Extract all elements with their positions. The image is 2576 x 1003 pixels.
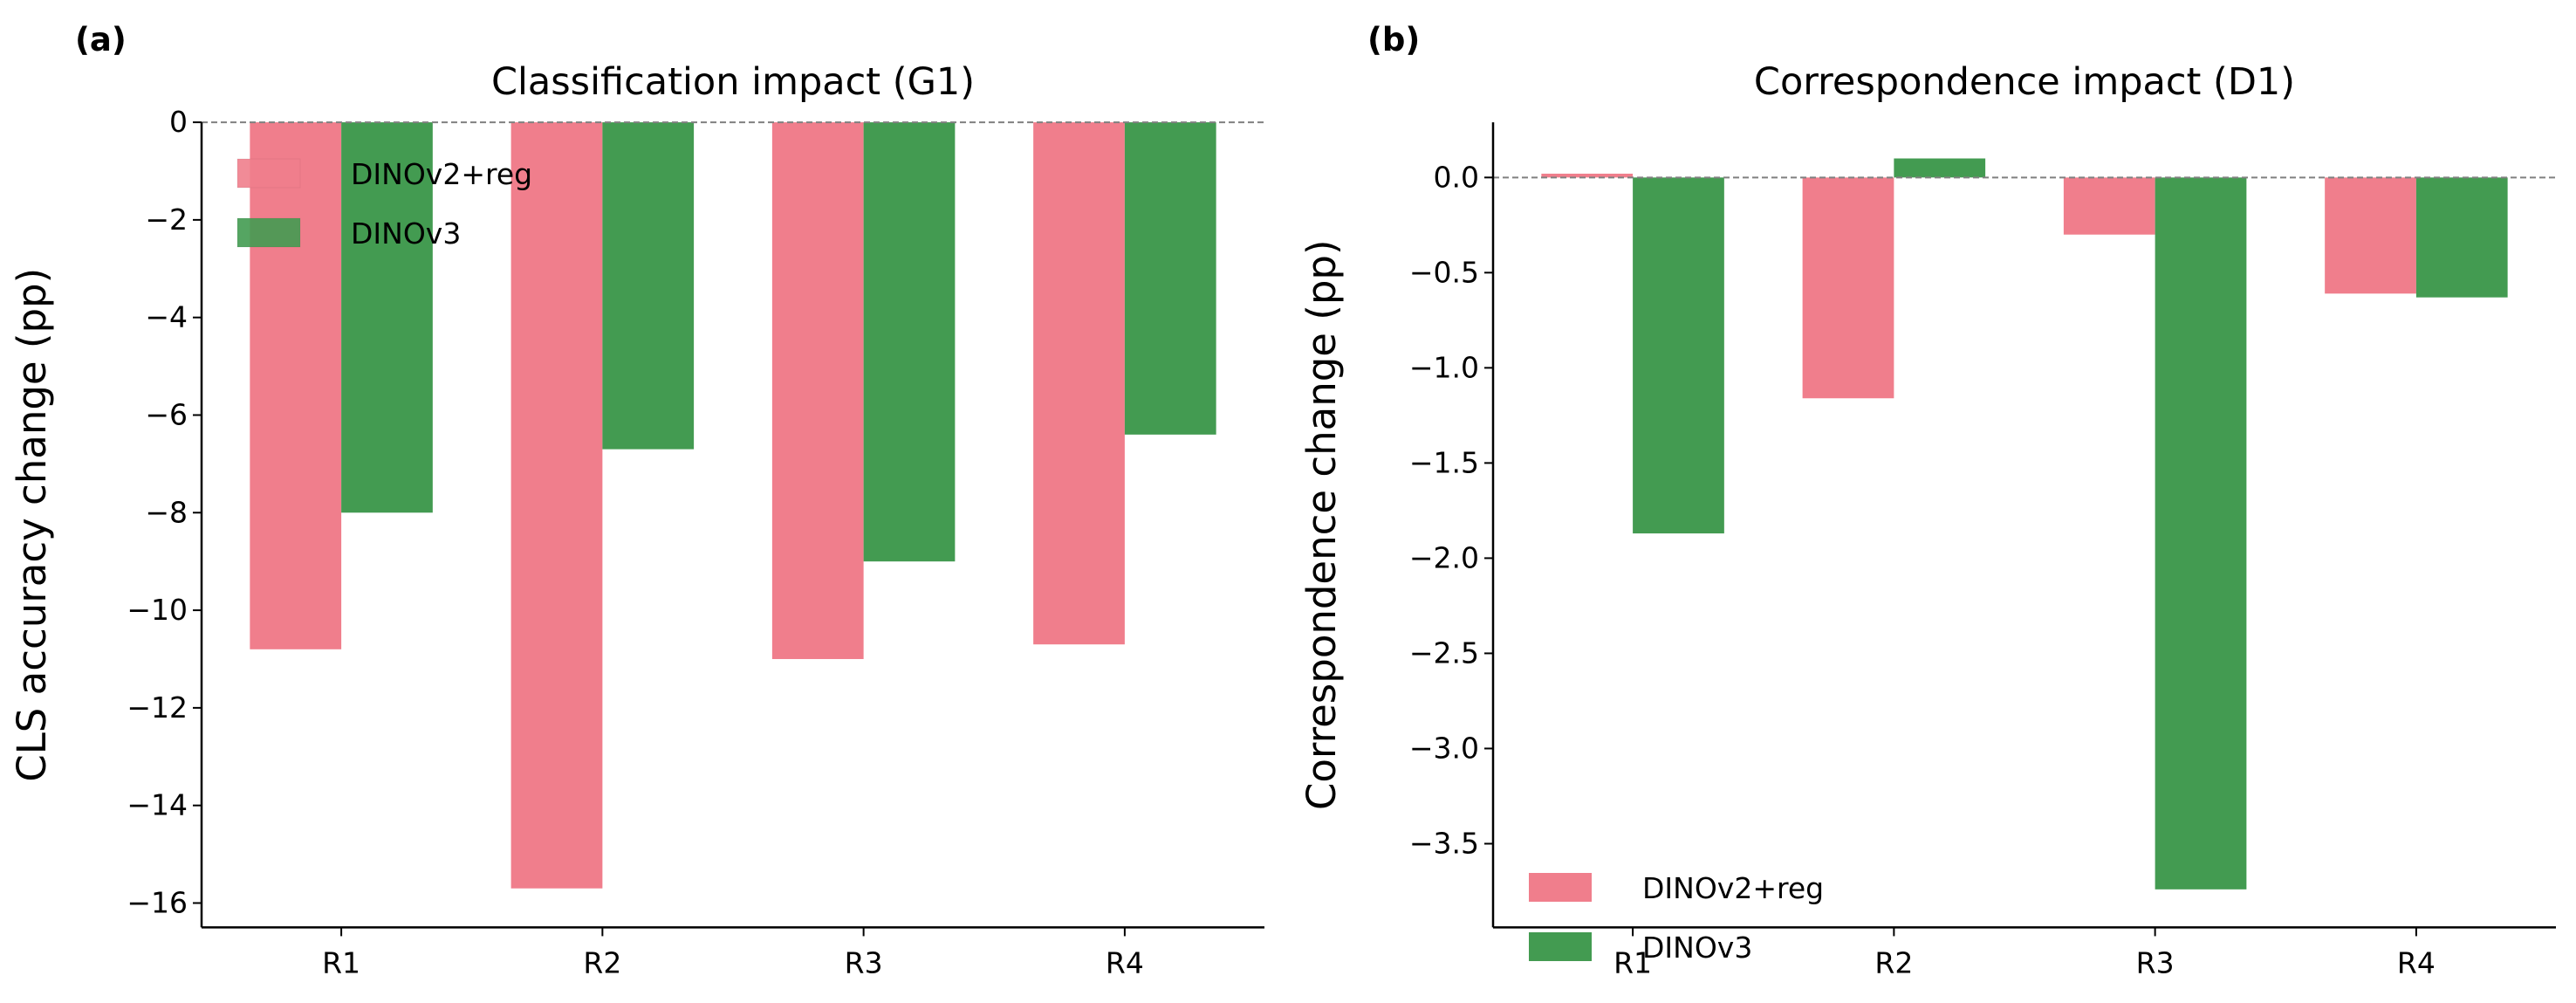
y-tick-label: −6	[145, 397, 188, 431]
panel-b: 0.0 −0.5 −1.0 −1.5 −2.0 −2.5 −3.0 −3.5 R1 R2 R3 R4 C…	[1298, 21, 2556, 979]
legend-label: DINOv3	[1642, 931, 1752, 965]
y-tick-label: −3.0	[1409, 731, 1479, 765]
x-tick-label: R1	[322, 945, 360, 979]
legend-swatch	[236, 158, 301, 189]
y-tick-label: −0.5	[1409, 255, 1479, 289]
y-tick-label: −2.5	[1409, 635, 1479, 670]
bar-dinov2-reg-r1	[1541, 173, 1634, 178]
y-tick-label: −3.5	[1409, 826, 1479, 860]
bar-dinov3-r2	[1894, 158, 1986, 178]
y-axis-label: CLS accuracy change (pp)	[9, 268, 55, 782]
bar-dinov3-r3	[863, 122, 956, 562]
y-tick-label: −4	[145, 300, 188, 334]
x-tick-label: R4	[2397, 945, 2436, 979]
y-tick-label: −1.5	[1409, 445, 1479, 479]
y-tick-label: −16	[127, 885, 188, 919]
bar-dinov3-r1	[1633, 177, 1724, 534]
legend-swatch	[1529, 873, 1592, 902]
x-tick-label: R2	[1874, 945, 1913, 979]
y-tick-label: −2	[145, 203, 188, 237]
bar-dinov2-reg-r4	[2325, 177, 2416, 294]
bar-dinov3-r1	[341, 122, 433, 513]
bar-dinov2-reg-r1	[250, 122, 342, 649]
legend-label: DINOv3	[351, 216, 461, 251]
y-tick-label: −10	[127, 593, 188, 627]
y-tick-label: 0.0	[1434, 160, 1479, 194]
y-tick-label: −14	[127, 788, 188, 822]
panel-label: (b)	[1367, 21, 1420, 58]
legend: DINOv2+reg DINOv3	[1529, 871, 1824, 965]
y-axis-label: Correspondence change (pp)	[1298, 239, 1345, 810]
chart-title: Classification impact (G1)	[491, 60, 975, 104]
panel-a: 0 −2 −4 −6 −8 −10 −12 −14 −16 R1 R2 R3 R4 Classificat…	[9, 21, 1264, 979]
legend-label: DINOv2+reg	[351, 157, 532, 191]
y-tick-label: −2.0	[1409, 540, 1479, 574]
x-tick-label: R4	[1106, 945, 1144, 979]
bar-dinov2-reg-r2	[510, 122, 603, 889]
y-tick-label: −12	[127, 690, 188, 725]
bar-dinov3-r2	[602, 122, 695, 450]
y-tick-label: −1.0	[1409, 350, 1479, 384]
x-tick-label: R3	[2136, 945, 2175, 979]
legend-label: DINOv2+reg	[1642, 871, 1824, 905]
x-tick-label: R3	[845, 945, 883, 979]
bar-dinov2-reg-r3	[771, 122, 864, 659]
x-tick-label: R1	[1613, 945, 1652, 979]
legend-swatch	[236, 217, 301, 248]
bar-dinov3-r4	[2415, 177, 2508, 298]
legend: DINOv2+reg DINOv3	[236, 157, 532, 251]
x-tick-label: R2	[583, 945, 621, 979]
bar-dinov2-reg-r3	[2063, 177, 2155, 235]
chart-title: Correspondence impact (D1)	[1754, 60, 2295, 104]
bar-dinov2-reg-r4	[1033, 122, 1125, 645]
bar-dinov3-r4	[1124, 122, 1216, 435]
bar-dinov3-r3	[2155, 177, 2247, 890]
y-tick-label: −8	[145, 495, 188, 529]
bar-dinov2-reg-r2	[1802, 177, 1894, 399]
y-tick-label: 0	[169, 105, 188, 139]
legend-swatch	[1529, 932, 1592, 961]
panel-label: (a)	[75, 21, 127, 58]
